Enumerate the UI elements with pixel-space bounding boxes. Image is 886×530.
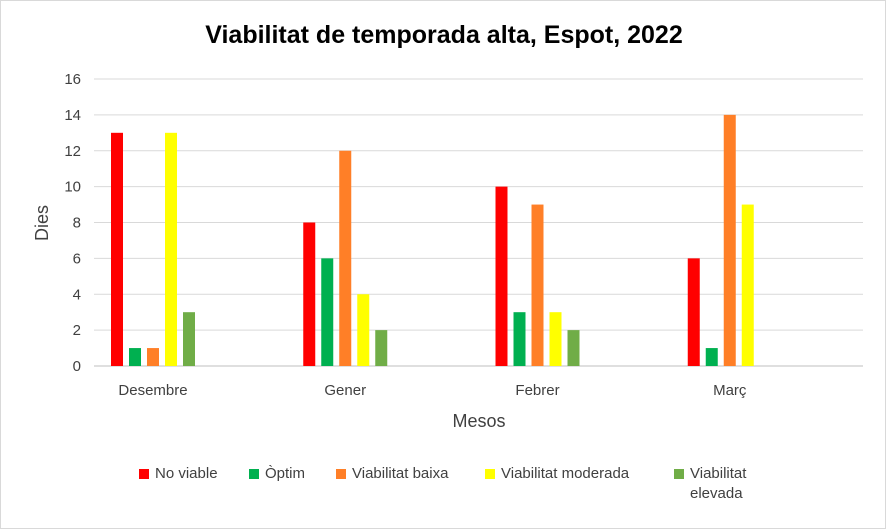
bar [321,258,334,366]
legend-swatch-viabilitat-elevada [674,469,684,479]
bar [723,114,736,366]
y-tick-label: 12 [64,143,81,160]
bar [531,204,544,366]
bar [687,258,700,366]
chart-title: Viabilitat de temporada alta, Espot, 202… [205,21,683,49]
y-tick-label: 4 [73,286,81,303]
bar-group [111,114,754,366]
legend-item-no-viable: No viable [139,464,218,484]
bar [741,204,754,366]
bar [339,150,352,366]
x-tick-label: Març [713,382,747,399]
legend-swatch-viabilitat-moderada [485,469,495,479]
y-tick-label: 10 [64,179,81,196]
legend-label: Viabilitat elevada [690,465,747,502]
x-tick-label: Febrer [515,382,559,399]
x-axis-title: Mesos [452,411,505,431]
legend-label: Òptim [265,465,306,482]
legend-swatch-viabilitat-baixa [336,469,346,479]
y-tick-label: 14 [64,107,81,124]
legend-label: No viable [155,465,218,482]
bar [513,312,526,366]
x-tick-label: Desembre [118,382,187,399]
bar [183,312,195,366]
legend-label: Viabilitat moderada [501,465,630,482]
bar [111,132,123,366]
y-tick-label: 16 [64,71,81,88]
legend-label: Viabilitat baixa [352,465,449,482]
x-tick-label: Gener [324,382,366,399]
bar [147,348,159,366]
x-tick-labels: Desembre Gener Febrer Març [118,382,747,399]
y-axis-title: Dies [32,205,52,241]
bar [375,330,388,366]
bar [303,222,316,366]
y-tick-label: 2 [73,322,81,339]
legend-item-optim: Òptim [249,464,305,484]
legend-swatch-no-viable [139,469,149,479]
bar [165,132,177,366]
legend-item-viabilitat-elevada: Viabilitat elevada [674,464,784,504]
y-tick-label: 0 [73,358,81,375]
bar [549,312,562,366]
bar [495,186,508,366]
bar [129,348,141,366]
bar [705,348,718,366]
legend-item-viabilitat-baixa: Viabilitat baixa [336,464,448,484]
legend-swatch-optim [249,469,259,479]
y-tick-label: 8 [73,215,81,232]
bar [567,330,580,366]
bar [357,294,370,366]
legend-item-viabilitat-moderada: Viabilitat moderada [485,464,629,484]
y-tick-label: 6 [73,250,81,267]
y-tick-labels: 0 2 4 6 8 10 12 14 16 [64,71,81,375]
